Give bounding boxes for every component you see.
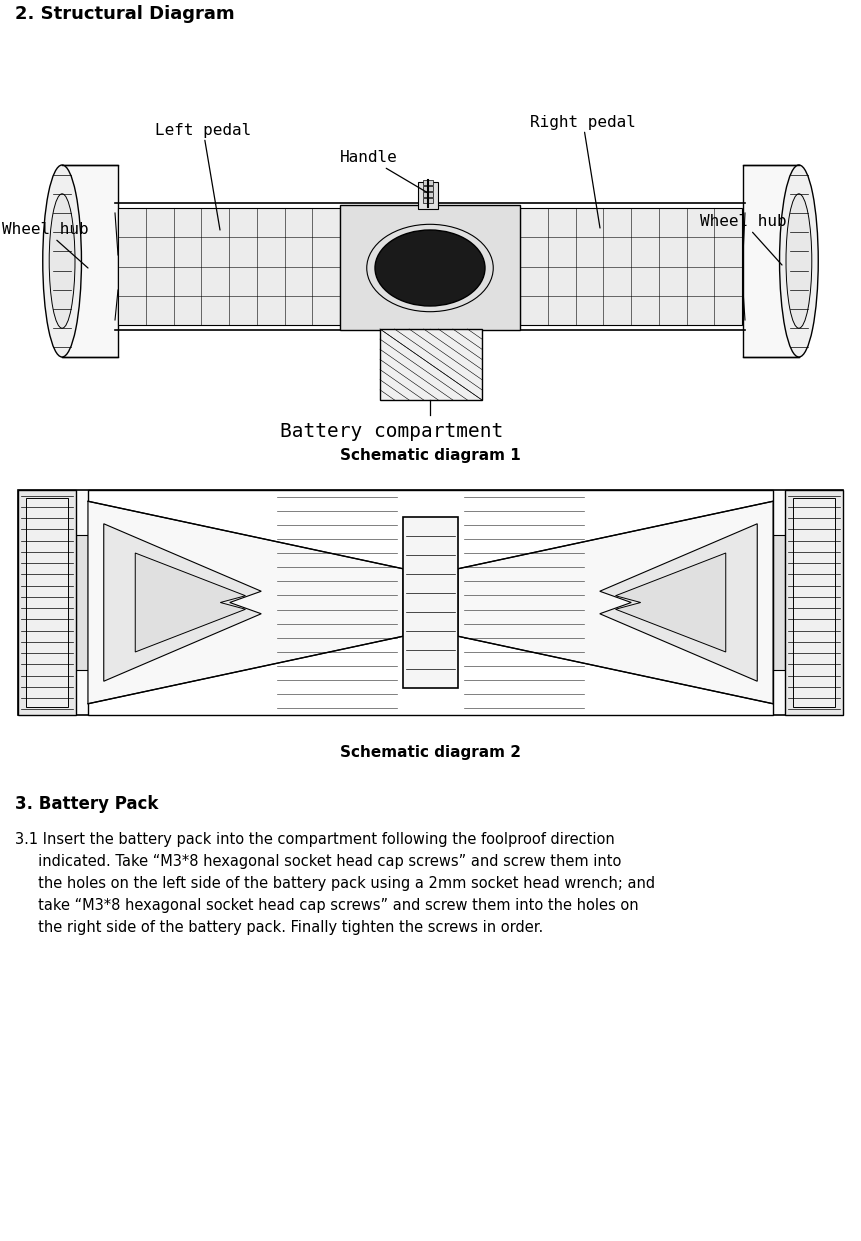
Text: Left pedal: Left pedal [155, 123, 251, 230]
Bar [785, 490, 843, 715]
Polygon shape [600, 524, 758, 681]
Ellipse shape [49, 194, 75, 328]
Text: 2. Structural Diagram: 2. Structural Diagram [15, 5, 235, 24]
Polygon shape [458, 501, 773, 704]
Bar [423, 186, 433, 191]
Text: the right side of the battery pack. Finally tighten the screws in order.: the right side of the battery pack. Fina… [15, 920, 543, 934]
Bar [773, 535, 785, 670]
Text: the holes on the left side of the battery pack using a 2mm socket head wrench; a: the holes on the left side of the batter… [15, 876, 655, 891]
Text: 3.1 Insert the battery pack into the compartment following the foolproof directi: 3.1 Insert the battery pack into the com… [15, 831, 615, 848]
Bar [76, 535, 88, 670]
Ellipse shape [375, 230, 485, 307]
Polygon shape [88, 501, 403, 704]
Bar [118, 208, 340, 325]
Ellipse shape [786, 194, 812, 328]
Text: Right pedal: Right pedal [530, 114, 636, 228]
Polygon shape [103, 524, 261, 681]
Bar [18, 490, 843, 715]
Bar [423, 192, 433, 197]
Text: 3. Battery Pack: 3. Battery Pack [15, 795, 158, 813]
Bar [380, 329, 482, 400]
Bar [88, 490, 773, 715]
Bar [520, 208, 742, 325]
Text: Wheel hub: Wheel hub [2, 222, 89, 268]
Bar [340, 205, 520, 330]
Bar [26, 498, 68, 707]
Bar [18, 490, 76, 715]
Text: take “M3*8 hexagonal socket head cap screws” and screw them into the holes on: take “M3*8 hexagonal socket head cap scr… [15, 898, 639, 913]
Polygon shape [135, 553, 245, 652]
Ellipse shape [779, 165, 818, 357]
Bar [62, 165, 118, 357]
Bar [423, 180, 433, 185]
Text: indicated. Take “M3*8 hexagonal socket head cap screws” and screw them into: indicated. Take “M3*8 hexagonal socket h… [15, 854, 622, 869]
Text: Wheel hub: Wheel hub [700, 215, 787, 266]
Text: Handle: Handle [340, 150, 428, 194]
Text: Battery compartment: Battery compartment [280, 422, 503, 441]
Text: Schematic diagram 2: Schematic diagram 2 [339, 745, 521, 759]
Bar [743, 165, 799, 357]
Bar [793, 498, 835, 707]
Text: Schematic diagram 1: Schematic diagram 1 [339, 448, 520, 463]
Bar [403, 517, 458, 688]
Ellipse shape [43, 165, 82, 357]
Bar [418, 182, 438, 208]
Bar [423, 199, 433, 204]
Polygon shape [616, 553, 726, 652]
